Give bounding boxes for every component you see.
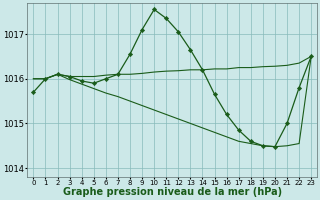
X-axis label: Graphe pression niveau de la mer (hPa): Graphe pression niveau de la mer (hPa) [63,187,282,197]
